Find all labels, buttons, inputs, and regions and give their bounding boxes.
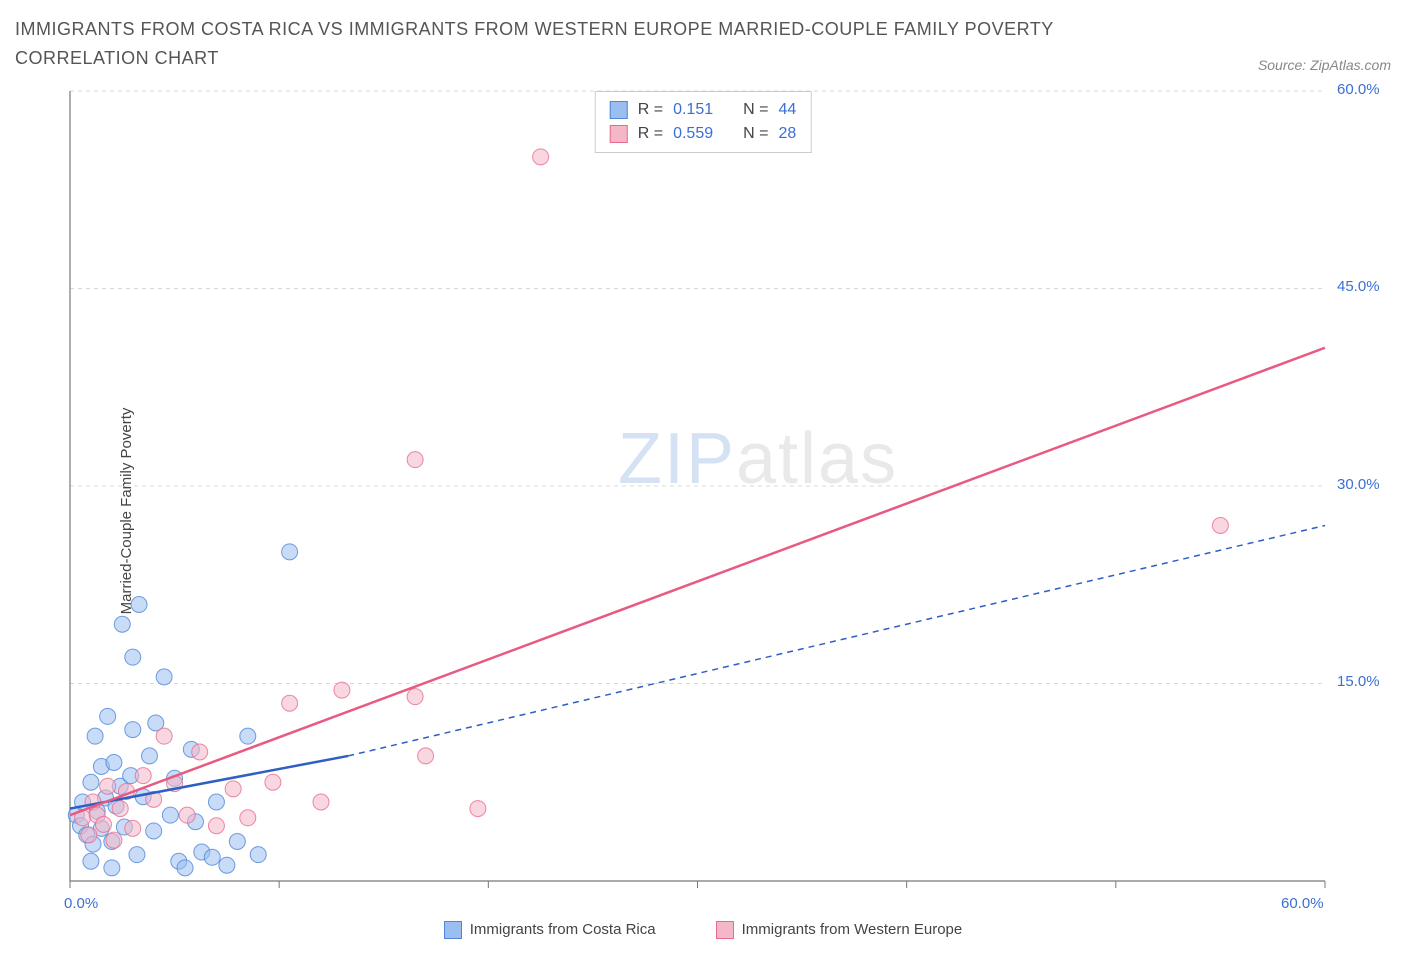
r-label: R =: [638, 122, 663, 146]
y-tick-label: 30.0%: [1337, 476, 1380, 493]
n-label: N =: [743, 122, 768, 146]
series-swatch: [610, 125, 628, 143]
r-value: 0.559: [673, 122, 713, 146]
x-tick-label: 60.0%: [1281, 895, 1324, 912]
header: IMMIGRANTS FROM COSTA RICA VS IMMIGRANTS…: [15, 15, 1391, 73]
y-tick-label: 45.0%: [1337, 278, 1380, 295]
n-label: N =: [743, 98, 768, 122]
chart-container: Married-Couple Family Poverty ZIPatlas R…: [15, 81, 1391, 941]
y-tick-label: 15.0%: [1337, 673, 1380, 690]
stats-row: R = 0.151 N = 44: [610, 98, 797, 122]
series-swatch: [610, 101, 628, 119]
r-value: 0.151: [673, 98, 713, 122]
x-tick-label: 0.0%: [64, 895, 98, 912]
y-axis-label: Married-Couple Family Poverty: [118, 407, 135, 614]
source-text: Source: ZipAtlas.com: [1258, 57, 1391, 73]
stats-row: R = 0.559 N = 28: [610, 122, 797, 146]
n-value: 44: [778, 98, 796, 122]
scatter-chart: [15, 81, 1391, 941]
r-label: R =: [638, 98, 663, 122]
n-value: 28: [778, 122, 796, 146]
stats-legend-box: R = 0.151 N = 44 R = 0.559 N = 28: [595, 91, 812, 153]
y-tick-label: 60.0%: [1337, 81, 1380, 98]
chart-title: IMMIGRANTS FROM COSTA RICA VS IMMIGRANTS…: [15, 15, 1115, 73]
